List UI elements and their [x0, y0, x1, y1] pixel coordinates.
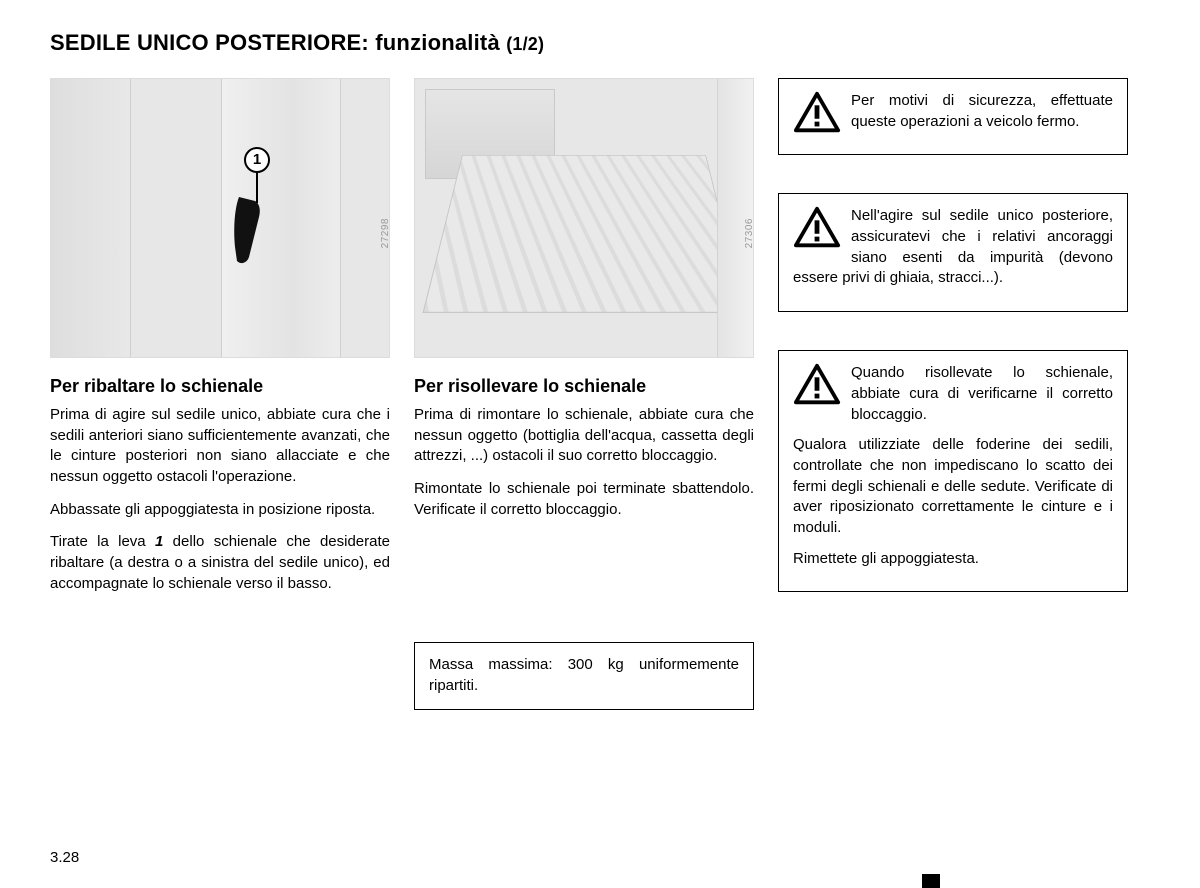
col1-p3a: Tirate la leva [50, 533, 155, 550]
warning-2-text: Nell'agire sul sedile unico posteriore, … [793, 206, 1113, 289]
warning-3c-text: Rimettete gli appoggiatesta. [793, 549, 1113, 570]
mass-note: Massa massima: 300 kg uniformemente ripa… [429, 656, 739, 694]
columns: 1 27298 Per ribaltare lo schienale Prima… [50, 78, 1150, 748]
page-tab-marker [922, 874, 940, 888]
warning-icon [793, 91, 841, 135]
col2-p1: Prima di rimontare lo schienale, abbiate… [414, 405, 754, 467]
warning-3b-text: Qualora utilizziate delle foderine dei s… [793, 435, 1113, 538]
col1-p2: Abbassate gli appoggiatesta in posizione… [50, 500, 390, 521]
figure-1: 1 27298 [50, 78, 390, 358]
figure-1-door [51, 79, 131, 357]
figure-1-callout: 1 [244, 147, 270, 173]
figure-1-lever [233, 197, 273, 265]
page-title: SEDILE UNICO POSTERIORE: funzionalità (1… [50, 30, 1150, 56]
title-pager: (1/2) [506, 34, 544, 54]
column-2: 27306 Per risollevare lo schienale Prima… [414, 78, 754, 748]
col2-heading: Per risollevare lo schienale [414, 376, 754, 397]
col1-p1: Prima di agire sul sedile unico, abbiate… [50, 405, 390, 488]
figure-1-id: 27298 [380, 218, 391, 248]
spacer [414, 532, 754, 642]
warning-icon [793, 206, 841, 250]
warning-icon [793, 363, 841, 407]
column-1: 1 27298 Per ribaltare lo schienale Prima… [50, 78, 390, 748]
col2-p2: Rimontate lo schienale poi terminate sba… [414, 479, 754, 520]
col1-heading: Per ribaltare lo schienale [50, 376, 390, 397]
warning-1-text: Per motivi di sicurezza, effettuate ques… [793, 91, 1113, 132]
figure-2: 27306 [414, 78, 754, 358]
title-sub: funzionalità [375, 30, 500, 55]
warning-box-3: Quando risollevate lo schienale, abbiate… [778, 350, 1128, 592]
mass-note-box: Massa massima: 300 kg uniformemente ripa… [414, 642, 754, 709]
warning-3a-text: Quando risollevate lo schienale, abbiate… [793, 363, 1113, 425]
figure-2-floor [423, 155, 746, 313]
figure-2-id: 27306 [744, 218, 755, 248]
col1-p3: Tirate la leva 1 dello schienale che des… [50, 532, 390, 594]
figure-1-callout-line [256, 169, 258, 203]
column-3: Per motivi di sicurezza, effettuate ques… [778, 78, 1128, 748]
warning-box-1: Per motivi di sicurezza, effettuate ques… [778, 78, 1128, 155]
warning-box-2: Nell'agire sul sedile unico posteriore, … [778, 193, 1128, 312]
page-number: 3.28 [50, 849, 79, 866]
title-main: SEDILE UNICO POSTERIORE: [50, 30, 369, 55]
